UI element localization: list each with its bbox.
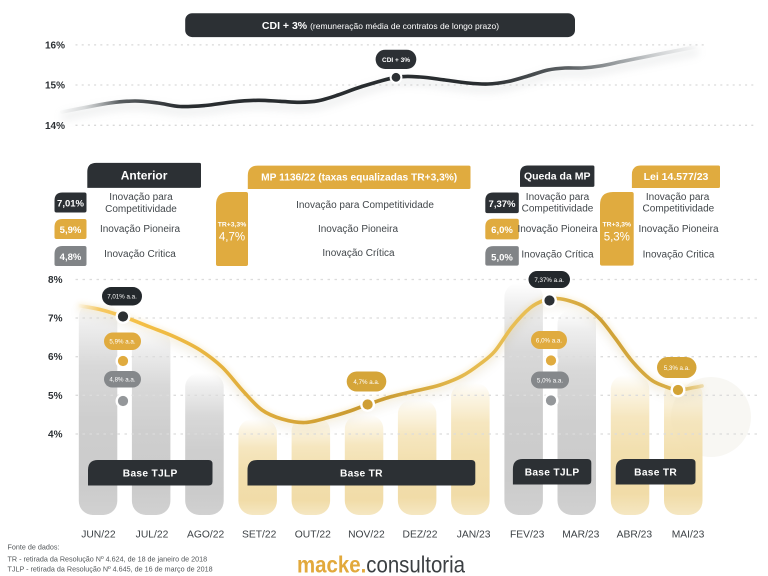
svg-text:16%: 16% bbox=[45, 40, 65, 51]
svg-text:Inovação para: Inovação para bbox=[526, 192, 590, 203]
svg-text:Inovação Pioneira: Inovação Pioneira bbox=[638, 224, 718, 235]
svg-text:5%: 5% bbox=[48, 391, 63, 402]
svg-text:8%: 8% bbox=[48, 275, 63, 286]
svg-text:Inovação Crítica: Inovação Crítica bbox=[521, 250, 594, 261]
svg-text:Base TJLP: Base TJLP bbox=[123, 469, 178, 480]
svg-text:5,0% a.a.: 5,0% a.a. bbox=[537, 377, 563, 384]
svg-text:Fonte de dados:: Fonte de dados: bbox=[8, 543, 60, 552]
svg-text:6%: 6% bbox=[48, 352, 63, 363]
svg-text:6,0%: 6,0% bbox=[491, 225, 513, 236]
svg-text:4,8%: 4,8% bbox=[60, 252, 82, 263]
svg-text:JUN/22: JUN/22 bbox=[81, 530, 116, 541]
svg-text:5,3%: 5,3% bbox=[604, 232, 630, 244]
svg-text:TR+3,3%: TR+3,3% bbox=[603, 222, 632, 229]
svg-text:Inovação Critica: Inovação Critica bbox=[104, 249, 176, 260]
svg-text:Lei 14.577/23: Lei 14.577/23 bbox=[644, 171, 709, 183]
svg-text:MAI/23: MAI/23 bbox=[672, 530, 705, 541]
svg-text:AGO/22: AGO/22 bbox=[187, 530, 224, 541]
svg-text:Inovação para: Inovação para bbox=[109, 192, 173, 203]
svg-text:7%: 7% bbox=[48, 314, 63, 325]
svg-text:Inovação Pioneira: Inovação Pioneira bbox=[517, 224, 597, 235]
svg-text:7,37%: 7,37% bbox=[489, 199, 516, 210]
svg-text:5,9% a.a.: 5,9% a.a. bbox=[109, 339, 135, 346]
svg-text:CDI + 3%: CDI + 3% bbox=[382, 57, 410, 64]
svg-text:FEV/23: FEV/23 bbox=[510, 530, 545, 541]
svg-text:15%: 15% bbox=[45, 81, 65, 92]
svg-text:4,7%: 4,7% bbox=[219, 232, 245, 244]
svg-text:4,8% a.a.: 4,8% a.a. bbox=[109, 377, 135, 384]
svg-text:4%: 4% bbox=[48, 430, 63, 441]
svg-text:OUT/22: OUT/22 bbox=[295, 530, 331, 541]
svg-text:Inovação Pioneira: Inovação Pioneira bbox=[318, 224, 398, 235]
svg-text:TR+3,3%: TR+3,3% bbox=[218, 222, 247, 229]
svg-text:Competitividade: Competitividade bbox=[643, 204, 715, 215]
svg-text:Base TR: Base TR bbox=[634, 468, 677, 479]
svg-text:Inovação para Competitividade: Inovação para Competitividade bbox=[296, 200, 434, 211]
svg-text:Base TR: Base TR bbox=[340, 469, 383, 480]
svg-text:6,0% a.a.: 6,0% a.a. bbox=[536, 337, 562, 344]
svg-text:7,37% a.a.: 7,37% a.a. bbox=[534, 277, 564, 284]
svg-text:Competitividade: Competitividade bbox=[105, 204, 177, 215]
svg-text:DEZ/22: DEZ/22 bbox=[403, 530, 438, 541]
svg-text:ABR/23: ABR/23 bbox=[617, 530, 653, 541]
svg-text:5,3% a.a.: 5,3% a.a. bbox=[664, 365, 690, 372]
svg-text:Competitividade: Competitividade bbox=[522, 204, 594, 215]
svg-text:CDI + 3% (remuneração média de: CDI + 3% (remuneração média de contratos… bbox=[262, 20, 499, 32]
svg-text:4,7% a.a.: 4,7% a.a. bbox=[353, 379, 379, 386]
svg-text:5,9%: 5,9% bbox=[60, 225, 82, 236]
svg-text:Inovação Pioneira: Inovação Pioneira bbox=[100, 224, 180, 235]
svg-text:NOV/22: NOV/22 bbox=[348, 530, 385, 541]
svg-text:JAN/23: JAN/23 bbox=[457, 530, 491, 541]
svg-text:7,01%: 7,01% bbox=[57, 199, 84, 210]
svg-text:7,01% a.a.: 7,01% a.a. bbox=[107, 294, 137, 301]
svg-text:Inovação para: Inovação para bbox=[646, 192, 710, 203]
svg-text:MP 1136/22 (taxas equalizadas: MP 1136/22 (taxas equalizadas TR+3,3%) bbox=[261, 172, 457, 183]
svg-text:Anterior: Anterior bbox=[121, 169, 168, 183]
svg-text:Inovação Crítica: Inovação Crítica bbox=[322, 248, 395, 259]
svg-text:TR - retirada da Resolução Nº: TR - retirada da Resolução Nº 4.624, de … bbox=[8, 554, 208, 563]
svg-text:Queda da MP: Queda da MP bbox=[524, 171, 591, 183]
svg-text:Base TJLP: Base TJLP bbox=[525, 468, 580, 479]
svg-text:MAR/23: MAR/23 bbox=[562, 530, 599, 541]
svg-text:5,0%: 5,0% bbox=[491, 253, 513, 264]
svg-text:Inovação Critica: Inovação Critica bbox=[643, 250, 715, 261]
svg-text:14%: 14% bbox=[45, 121, 65, 132]
svg-text:TJLP - retirada da Resolução N: TJLP - retirada da Resolução Nº 4.645, d… bbox=[8, 565, 213, 574]
svg-text:macke.consultoria: macke.consultoria bbox=[297, 552, 465, 576]
svg-text:JUL/22: JUL/22 bbox=[136, 530, 169, 541]
svg-text:SET/22: SET/22 bbox=[242, 530, 277, 541]
